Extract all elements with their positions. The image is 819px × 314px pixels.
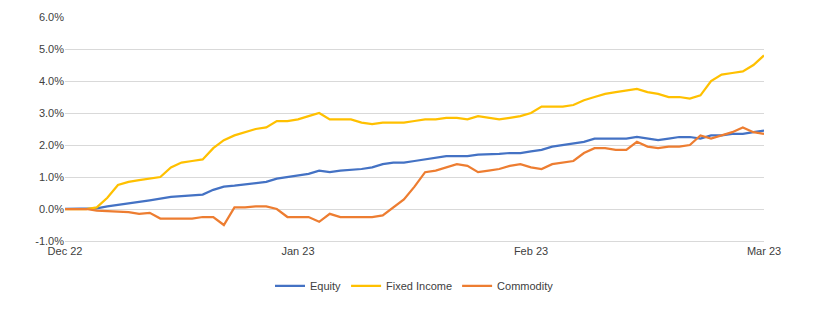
svg-text:Commodity: Commodity [497,280,553,292]
svg-text:Dec 22: Dec 22 [48,245,83,257]
svg-text:Mar 23: Mar 23 [747,245,781,257]
svg-text:6.0%: 6.0% [39,11,64,23]
svg-text:Fixed Income: Fixed Income [386,280,452,292]
svg-text:0.0%: 0.0% [39,203,64,215]
svg-text:Jan 23: Jan 23 [281,245,314,257]
svg-text:2.0%: 2.0% [39,139,64,151]
svg-text:5.0%: 5.0% [39,43,64,55]
svg-text:-1.0%: -1.0% [35,235,64,247]
svg-text:Feb 23: Feb 23 [514,245,548,257]
svg-text:3.0%: 3.0% [39,107,64,119]
svg-text:4.0%: 4.0% [39,75,64,87]
svg-text:Equity: Equity [310,280,341,292]
svg-text:1.0%: 1.0% [39,171,64,183]
